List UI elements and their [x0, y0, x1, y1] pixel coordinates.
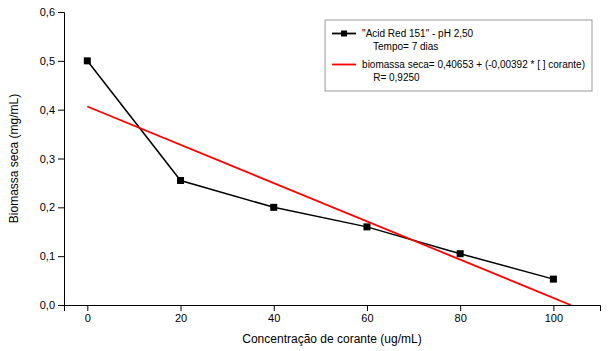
- axis-line: [65, 306, 601, 312]
- legend-item: "Acid Red 151" - pH 2,50 Tempo= 7 dias: [332, 28, 473, 52]
- tick-label: 0: [85, 312, 91, 324]
- tick-label: 0,0: [40, 299, 55, 311]
- tick-label: 0,5: [40, 55, 55, 67]
- tick: 100: [545, 305, 563, 324]
- tick-label: 0,2: [40, 201, 55, 213]
- legend: "Acid Red 151" - pH 2,50 Tempo= 7 dias bi…: [325, 20, 592, 91]
- data-point: [457, 250, 464, 257]
- series-line: [87, 61, 553, 279]
- tick-mark: [87, 305, 88, 311]
- tick-label: 0,1: [40, 250, 55, 262]
- data-point: [84, 57, 91, 64]
- series-line: [87, 106, 570, 305]
- tick: 0,2: [40, 201, 64, 213]
- plot-area: 0 20 40 60 80 100 0,0 0,1 0,2 0,3 0,4 0,5 0,6 Concent…: [7, 6, 601, 346]
- tick: 0,5: [40, 55, 64, 67]
- y-axis: 0,0 0,1 0,2 0,3 0,4 0,5 0,6: [40, 6, 65, 311]
- tick: 0,6: [40, 6, 64, 18]
- tick-label: 100: [545, 312, 563, 324]
- tick: 60: [361, 305, 373, 324]
- tick-label: 0,3: [40, 153, 55, 165]
- tick-label: 20: [175, 312, 187, 324]
- series: [87, 106, 570, 305]
- tick: 80: [455, 305, 467, 324]
- tick-mark: [460, 305, 461, 311]
- tick: 0,1: [40, 250, 64, 262]
- tick-mark: [58, 256, 64, 257]
- x-axis-title: Concentração de corante (ug/mL): [242, 332, 421, 346]
- tick-mark: [58, 159, 64, 160]
- axis-line: [58, 13, 65, 306]
- data-point: [363, 223, 370, 230]
- data-point: [270, 204, 277, 211]
- x-axis: 0 20 40 60 80 100: [65, 305, 601, 324]
- tick-label: 60: [361, 312, 373, 324]
- tick-mark: [58, 61, 64, 62]
- tick-mark: [553, 305, 554, 311]
- data-point: [177, 177, 184, 184]
- tick-mark: [58, 305, 64, 306]
- tick-label: 0,4: [40, 104, 55, 116]
- tick: 20: [175, 305, 187, 324]
- tick: 40: [268, 305, 280, 324]
- tick: 0,3: [40, 153, 64, 165]
- y-axis-title: Biomassa seca (mg/mL): [7, 94, 21, 223]
- legend-box: [325, 20, 592, 91]
- tick-mark: [274, 305, 275, 311]
- chart-svg: 0 20 40 60 80 100 0,0 0,1 0,2 0,3 0,4 0,5 0,6 Concent…: [0, 0, 616, 351]
- tick-mark: [367, 305, 368, 311]
- tick-mark: [181, 305, 182, 311]
- tick-label: 40: [268, 312, 280, 324]
- chart-container: 0 20 40 60 80 100 0,0 0,1 0,2 0,3 0,4 0,5 0,6 Concent…: [0, 0, 616, 351]
- tick-mark: [58, 12, 64, 13]
- tick-mark: [58, 110, 64, 111]
- tick-mark: [58, 207, 64, 208]
- legend-item: biomassa seca= 0,40653 + (-0,00392 * [ ]…: [332, 59, 585, 83]
- tick: 0,0: [40, 299, 64, 311]
- tick: 0,4: [40, 104, 64, 116]
- legend-label: "Acid Red 151" - pH 2,50 Tempo= 7 dias: [362, 28, 473, 52]
- legend-label: biomassa seca= 0,40653 + (-0,00392 * [ ]…: [362, 59, 585, 83]
- legend-swatch: [332, 64, 356, 66]
- tick-label: 80: [455, 312, 467, 324]
- marks: [84, 57, 571, 305]
- data-point: [550, 276, 557, 283]
- tick-label: 0,6: [40, 6, 55, 18]
- tick: 0: [85, 305, 91, 324]
- legend-marker: [341, 31, 347, 37]
